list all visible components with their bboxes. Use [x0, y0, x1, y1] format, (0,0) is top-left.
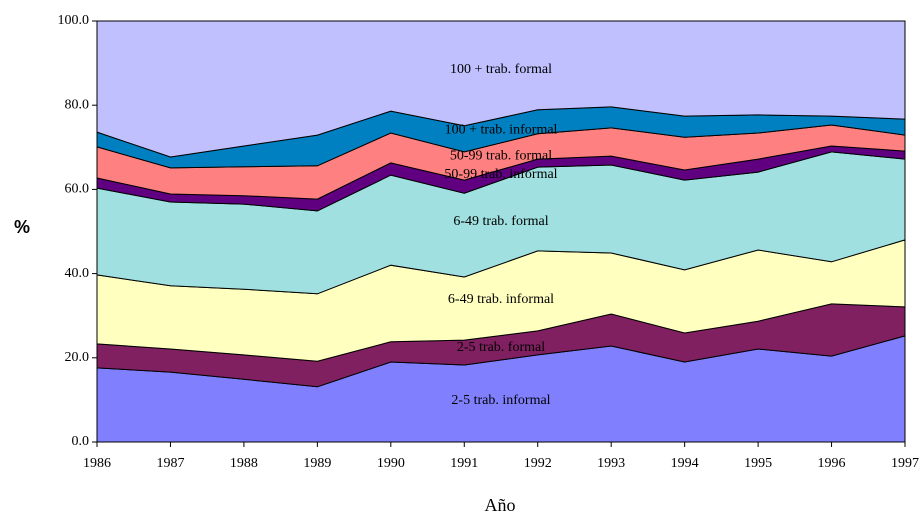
x-tick-label: 1997: [891, 456, 919, 471]
x-tick-label: 1995: [744, 456, 772, 471]
y-tick-label: 40.0: [65, 266, 90, 281]
series-label: 50-99 trab. formal: [450, 148, 552, 163]
x-tick-label: 1990: [377, 456, 405, 471]
y-tick-label: 60.0: [65, 182, 90, 197]
x-tick-label: 1987: [156, 456, 184, 471]
series-label: 2-5 trab. informal: [451, 393, 550, 408]
y-tick-label: 100.0: [58, 13, 90, 28]
y-tick-label: 20.0: [65, 350, 90, 365]
series-label: 50-99 trab. informal: [444, 167, 557, 182]
x-tick-label: 1989: [303, 456, 331, 471]
series-label: 2-5 trab. formal: [457, 340, 545, 355]
x-tick-label: 1988: [230, 456, 258, 471]
x-tick-label: 1996: [818, 456, 846, 471]
y-axis-title: %: [14, 217, 30, 237]
series-label: 6-49 trab. informal: [448, 292, 554, 307]
x-tick-label: 1991: [450, 456, 478, 471]
y-tick-label: 80.0: [65, 97, 90, 112]
y-tick-label: 0.0: [72, 434, 90, 449]
x-tick-label: 1986: [83, 456, 111, 471]
x-axis-title: Año: [485, 495, 516, 515]
x-tick-label: 1993: [597, 456, 625, 471]
x-tick-label: 1992: [524, 456, 552, 471]
series-label: 6-49 trab. formal: [453, 214, 548, 229]
x-tick-label: 1994: [671, 456, 699, 471]
area: [96, 20, 906, 158]
series-label: 100 + trab. formal: [450, 62, 552, 77]
series-label: 100 + trab. informal: [445, 123, 558, 138]
